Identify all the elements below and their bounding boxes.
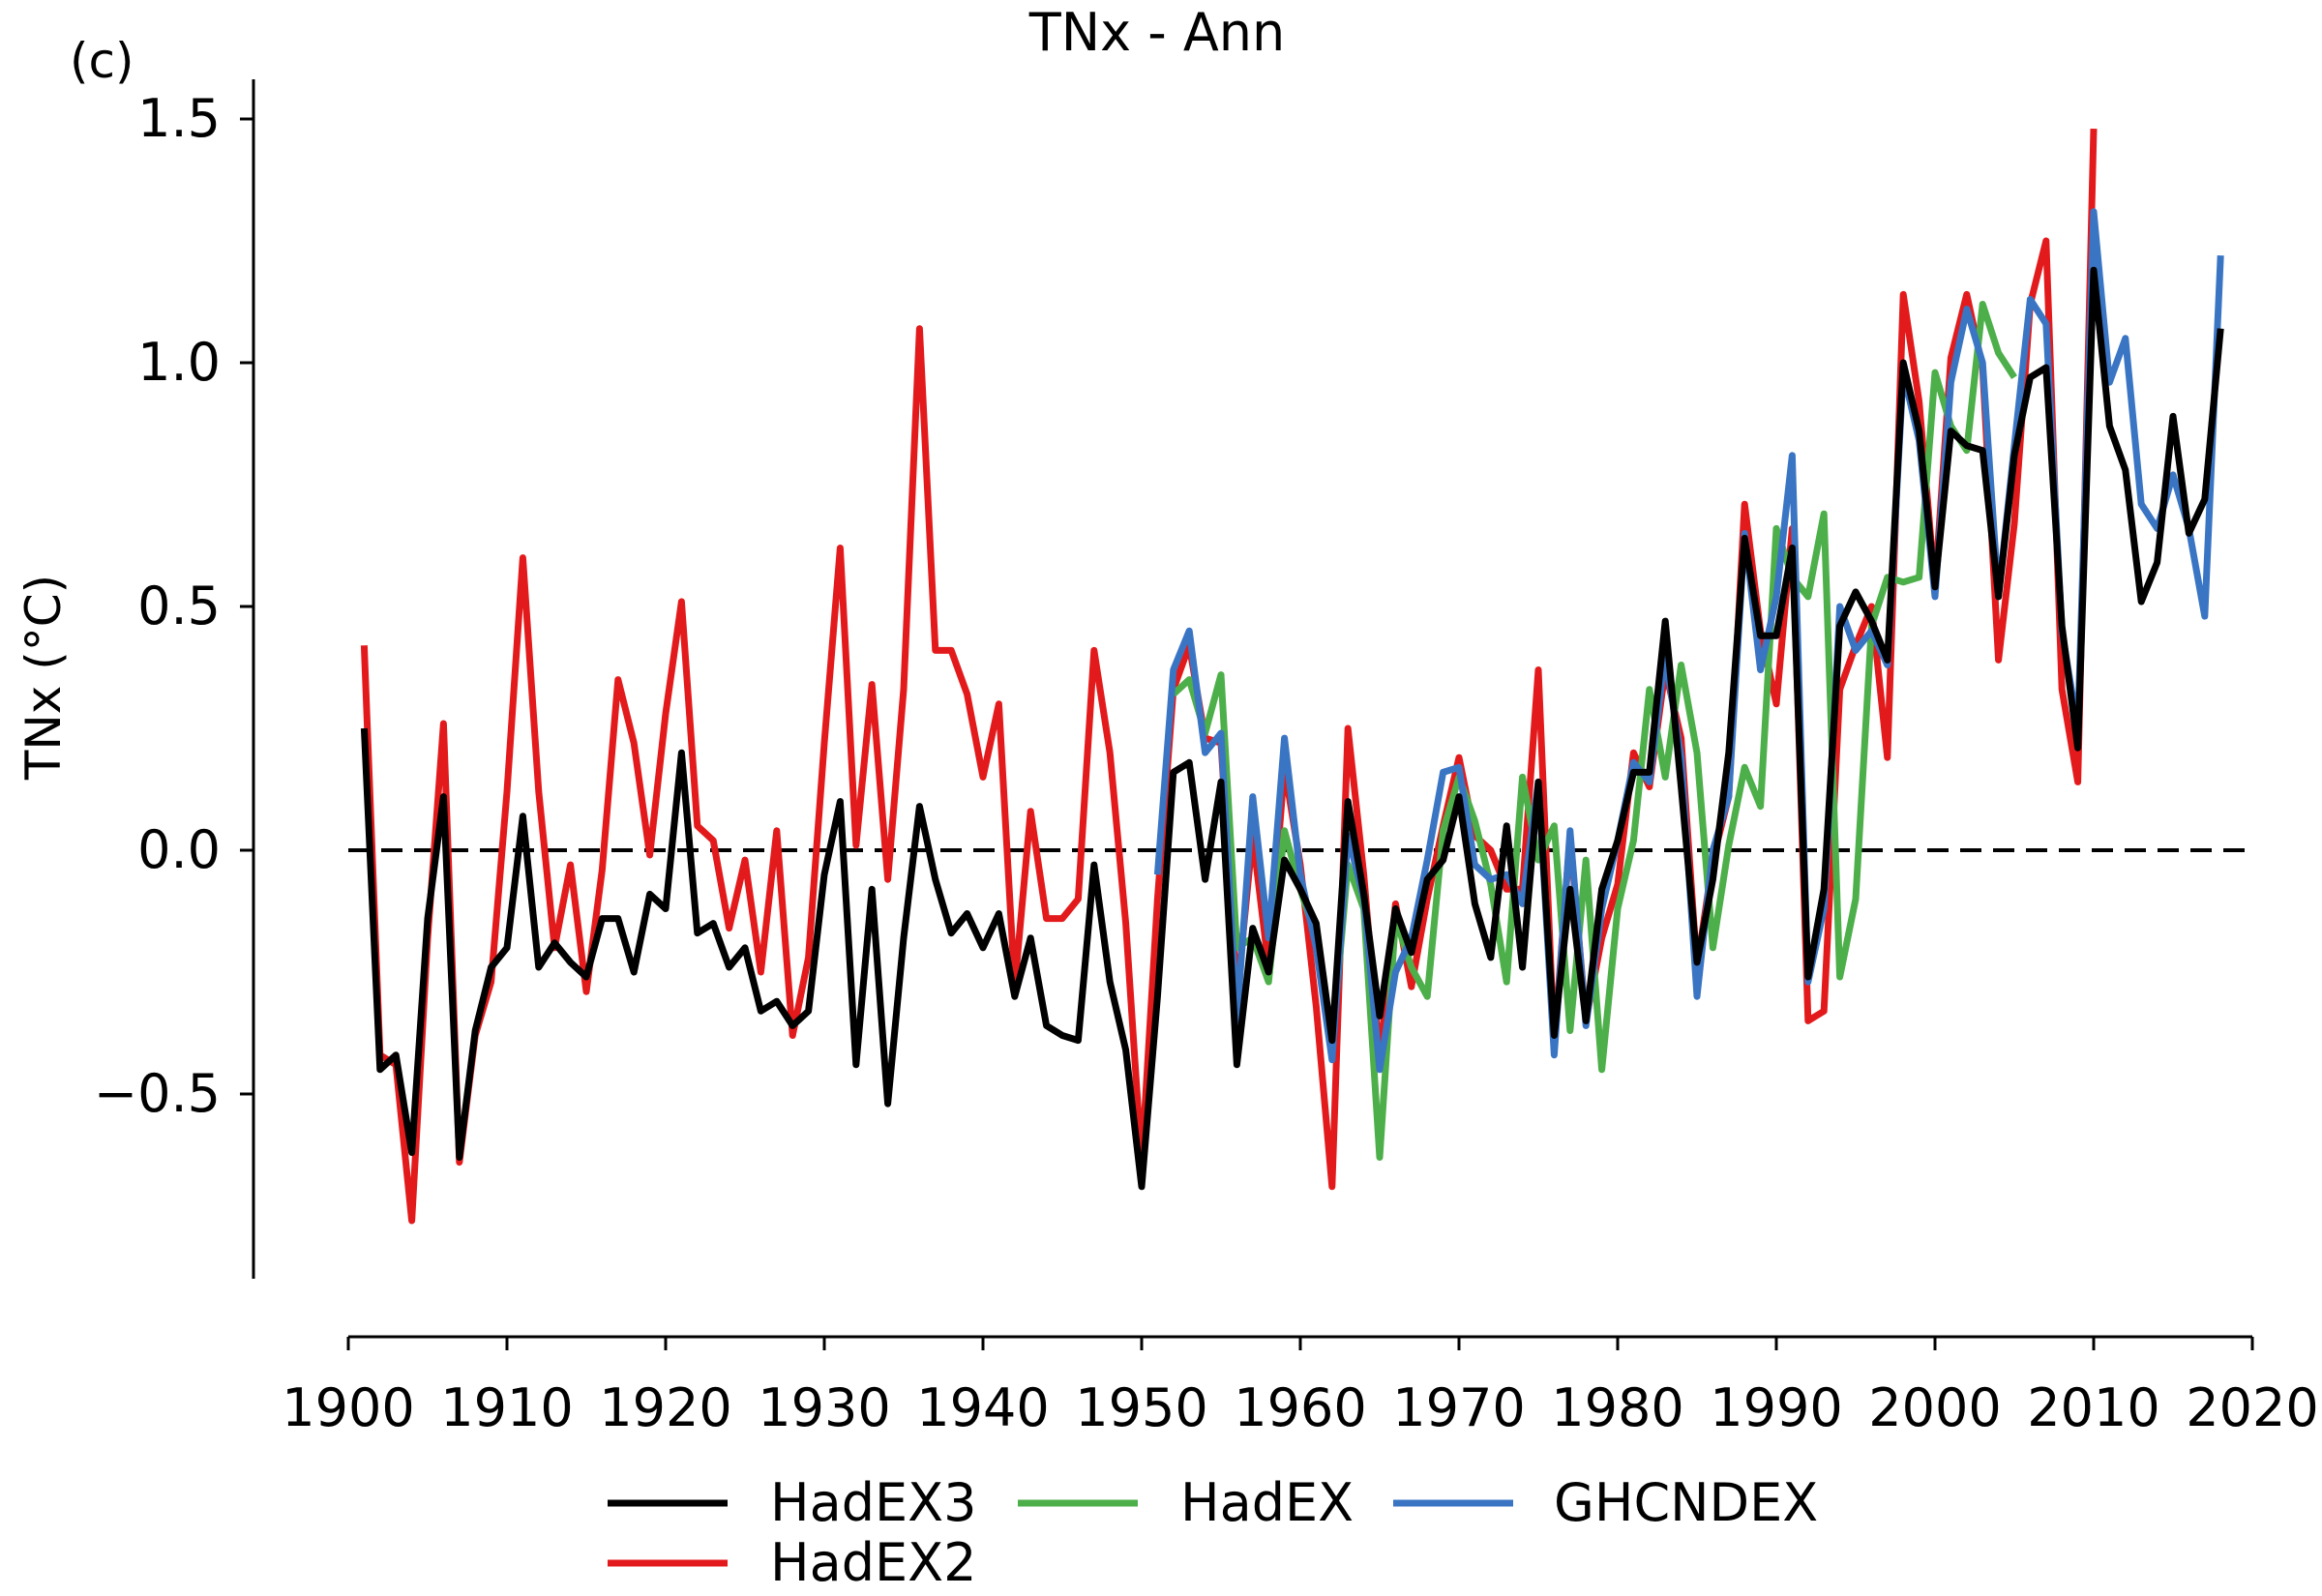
y-tick-label: 0.5: [137, 576, 221, 636]
y-tick-label: 1.0: [137, 332, 221, 393]
legend: HadEX3 HadEX GHCNDEX HadEX2: [608, 1472, 1818, 1593]
x-tick-label: 1910: [440, 1377, 573, 1438]
x-tick-label: 2020: [2186, 1377, 2318, 1438]
legend-label-ghcndex: GHCNDEX: [1554, 1472, 1818, 1533]
legend-item-hadex2: HadEX2: [608, 1532, 976, 1593]
y-tick-label: 1.5: [137, 88, 221, 149]
legend-item-ghcndex: GHCNDEX: [1393, 1472, 1818, 1533]
y-tick-label: −0.5: [94, 1063, 221, 1124]
x-tick-label: 1940: [916, 1377, 1049, 1438]
x-tick-label: 1960: [1234, 1377, 1366, 1438]
x-tick-label: 1950: [1075, 1377, 1207, 1438]
x-tick-label: 2010: [2027, 1377, 2159, 1438]
y-tick-label: 0.0: [137, 819, 221, 880]
x-tick-label: 1990: [1710, 1377, 1842, 1438]
legend-item-hadex3: HadEX3: [608, 1472, 976, 1533]
panel-label: (c): [70, 33, 134, 89]
x-tick-label: 1930: [758, 1377, 890, 1438]
series-line-hadex3: [360, 266, 2224, 1191]
legend-label-hadex: HadEX: [1180, 1472, 1354, 1533]
x-tick-label: 1980: [1551, 1377, 1683, 1438]
x-tick-label: 1900: [282, 1377, 414, 1438]
x-tick-label: 1970: [1392, 1377, 1525, 1438]
x-tick-label: 1920: [599, 1377, 731, 1438]
legend-label-hadex2: HadEX2: [770, 1532, 976, 1593]
y-axis-ticks: −0.5 0.0 0.5 1.0 1.5: [94, 88, 253, 1124]
series-lines: [360, 129, 2224, 1225]
chart-title: TNx - Ann: [1028, 2, 1286, 63]
legend-item-hadex: HadEX: [1018, 1472, 1354, 1533]
x-axis-ticks: 1900 1910 1920 1930 1940 1950 1960 1970 1980 1990…: [282, 1337, 2319, 1438]
legend-label-hadex3: HadEX3: [770, 1472, 976, 1533]
x-tick-label: 2000: [1868, 1377, 2001, 1438]
y-axis-label: TNx (°C): [15, 575, 72, 781]
